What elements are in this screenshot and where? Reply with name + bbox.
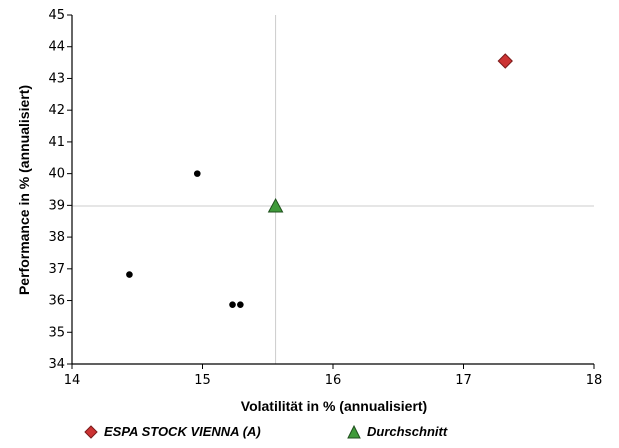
tick-labels: 14 15 16 17 18 34 35 36 37 38 39 40 41 42 43 44 45: [48, 8, 602, 388]
legend-item-durchschnitt[interactable]: Durchschnitt: [347, 424, 447, 439]
diamond-icon: [84, 424, 98, 439]
x-tick-label: 17: [455, 373, 472, 388]
x-tick-label: 14: [64, 373, 81, 388]
point-dot: [126, 271, 133, 278]
x-tick-label: 15: [194, 373, 211, 388]
y-tick-label: 37: [48, 262, 65, 277]
y-tick-label: 34: [48, 357, 65, 372]
legend-label: Durchschnitt: [367, 424, 448, 439]
y-tick-label: 40: [48, 167, 65, 182]
x-tick-label: 18: [586, 373, 603, 388]
y-tick-label: 41: [48, 135, 65, 150]
reference-lines: [72, 15, 594, 364]
x-axis-title: Volatilität in % (annualisiert): [241, 398, 427, 414]
point-dot: [193, 170, 201, 177]
triangle-icon: [347, 424, 361, 439]
y-tick-label: 39: [48, 198, 65, 213]
y-axis-title: Performance in % (annualisiert): [16, 85, 32, 295]
axes: [71, 15, 594, 365]
point-triangle: [267, 197, 284, 213]
y-tick-label: 43: [48, 71, 65, 86]
point-diamond: [497, 53, 513, 69]
point-dot: [229, 301, 236, 308]
data-points: [126, 53, 513, 308]
y-tick-label: 38: [48, 230, 65, 245]
y-tick-label: 42: [48, 103, 65, 118]
y-tick-label: 36: [48, 294, 65, 309]
legend: ESPA STOCK VIENNA (A) Durchschnitt: [0, 424, 619, 446]
y-tick-label: 45: [48, 8, 65, 23]
legend-item-espa[interactable]: ESPA STOCK VIENNA (A): [84, 424, 261, 439]
legend-label: ESPA STOCK VIENNA (A): [104, 424, 261, 439]
y-tick-label: 44: [48, 40, 65, 55]
point-dot: [237, 301, 244, 308]
x-tick-label: 16: [325, 373, 342, 388]
y-tick-label: 35: [48, 325, 65, 340]
